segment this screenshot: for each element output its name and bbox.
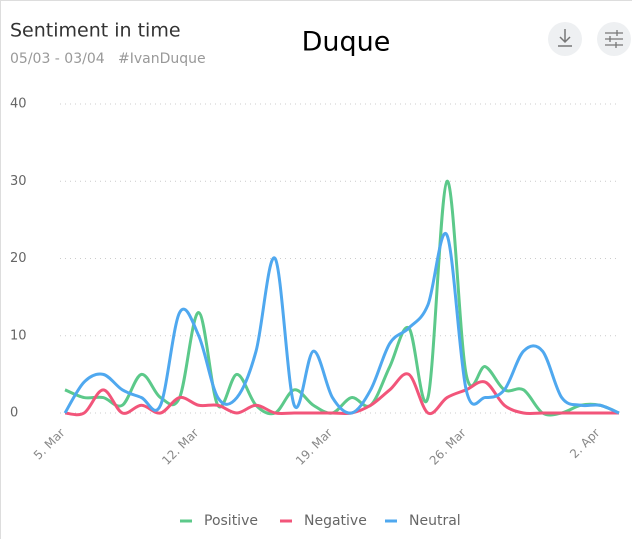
y-tick-label: 0	[10, 406, 18, 421]
card-subtitle: 05/03 - 03/04 #IvanDuque	[10, 51, 206, 67]
card-title: Sentiment in time	[10, 20, 181, 42]
filter-button[interactable]	[597, 22, 631, 56]
legend-label: Neutral	[409, 513, 461, 529]
chart-title: Duque	[302, 27, 391, 58]
line	[63, 231, 620, 415]
legend-label: Negative	[304, 513, 367, 529]
line	[64, 372, 619, 417]
y-tick-label: 40	[10, 97, 27, 112]
y-tick-label: 30	[10, 174, 27, 189]
download-button[interactable]	[548, 22, 582, 56]
legend-label: Positive	[204, 513, 258, 529]
y-tick-label: 10	[10, 328, 27, 343]
y-tick-label: 20	[10, 251, 27, 266]
